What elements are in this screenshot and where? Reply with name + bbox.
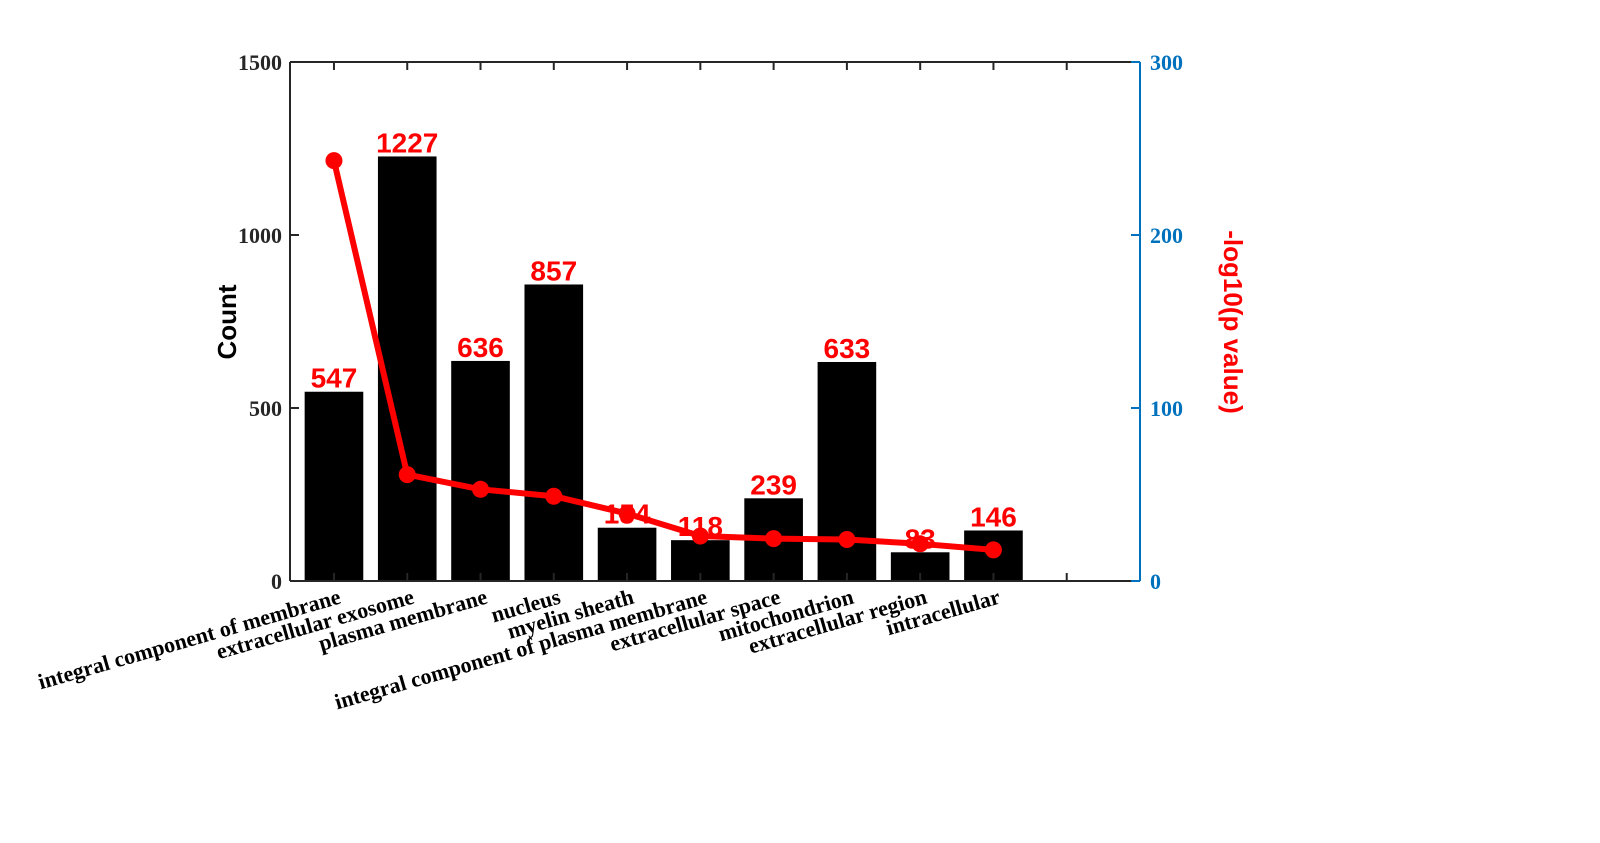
bar-data-label-8: 83 (905, 523, 936, 554)
y-axis-label-right: -log10(p value) (1218, 230, 1248, 413)
y-tick-label-left: 500 (249, 396, 282, 421)
bar-data-label-7: 633 (824, 333, 871, 364)
bar-0 (304, 391, 364, 581)
line-point-7 (838, 530, 856, 548)
bar-4 (597, 527, 657, 581)
line-point-4 (618, 505, 636, 523)
line-point-6 (765, 530, 783, 548)
bar-series (304, 156, 1023, 581)
y-tick-label-right: 300 (1150, 50, 1183, 75)
bar-7 (817, 361, 877, 581)
bar-3 (524, 284, 584, 581)
category-labels: integral component of membraneextracellu… (35, 584, 1003, 715)
line-point-5 (691, 527, 709, 545)
bar-2 (451, 360, 510, 581)
line-point-3 (545, 487, 563, 505)
bar-data-label-5: 118 (678, 511, 723, 542)
line-point-2 (472, 480, 490, 498)
line-point-0 (325, 152, 343, 170)
bar-1 (377, 156, 437, 581)
y-tick-label-left: 1500 (238, 50, 282, 75)
y-tick-label-right: 200 (1150, 223, 1183, 248)
bar-data-label-9: 146 (970, 501, 1017, 532)
line-point-8 (911, 535, 929, 553)
line-path (331, 159, 994, 553)
y-tick-label-right: 0 (1150, 569, 1161, 594)
axes (289, 61, 1141, 582)
bar-data-label-1: 1227 (376, 127, 438, 158)
line-point-9 (984, 541, 1002, 559)
y-tick-label-right: 100 (1150, 396, 1183, 421)
bar-data-label-6: 239 (750, 469, 797, 500)
line-point-1 (398, 466, 416, 484)
bar-data-labels: 547 1227 636 857 154 118 239 633 83 146 (311, 127, 1017, 554)
bar-data-label-4: 154 (604, 499, 651, 530)
y-tick-label-left: 1000 (238, 223, 282, 248)
bar-data-label-3: 857 (530, 255, 577, 286)
bar-data-label-0: 547 (311, 363, 358, 394)
y-tick-label-left: 0 (271, 569, 282, 594)
line-series (325, 152, 1002, 559)
tick-labels: 0 500 1000 1500 0 100 200 300 (238, 50, 1183, 594)
bar-data-label-2: 636 (457, 332, 504, 363)
y-axis-label-left: Count (212, 284, 242, 359)
